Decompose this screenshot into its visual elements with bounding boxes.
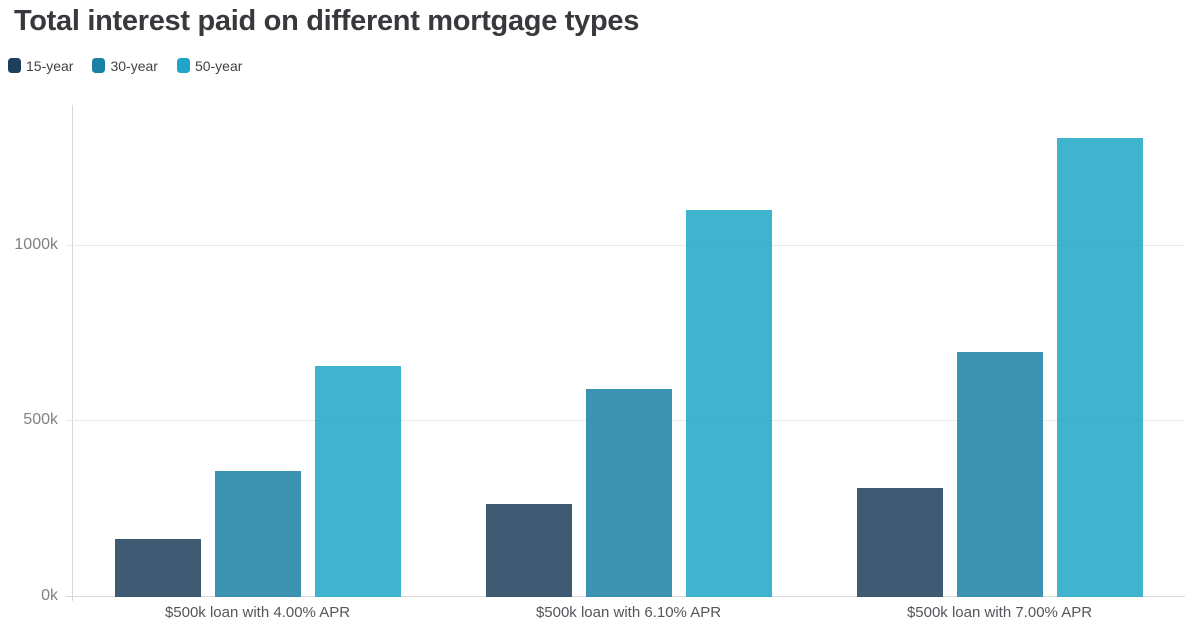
bar-30-year-category-3[interactable]	[956, 352, 1043, 597]
x-category-label-1: $500k loan with 4.00% APR	[164, 604, 351, 621]
y-tick-label: 500k	[23, 411, 58, 428]
bar-15-year-category-2[interactable]	[485, 504, 572, 597]
bar-30-year-category-1[interactable]	[214, 471, 301, 597]
legend: 15-year 30-year 50-year	[8, 58, 242, 73]
legend-label: 30-year	[110, 57, 158, 74]
bar-15-year-category-1[interactable]	[114, 539, 201, 597]
bar-group-3	[814, 105, 1185, 597]
bar-group-2	[443, 105, 814, 597]
bar-50-year-category-1[interactable]	[314, 366, 401, 597]
plot-area: 0k 500k 1000k	[14, 105, 1185, 604]
legend-swatch-icon	[176, 58, 190, 73]
legend-label: 15-year	[26, 57, 74, 74]
legend-item-15-year[interactable]: 15-year	[8, 58, 73, 73]
x-category-label-3: $500k loan with 7.00% APR	[906, 604, 1093, 621]
bar-50-year-category-2[interactable]	[685, 210, 772, 597]
bar-15-year-category-3[interactable]	[856, 488, 943, 597]
y-tick-label: 1000k	[14, 236, 58, 253]
legend-swatch-icon	[92, 58, 106, 73]
gridline-1000k	[66, 245, 1185, 246]
chart-title: Total interest paid on different mortgag…	[14, 5, 640, 37]
legend-item-50-year[interactable]: 50-year	[176, 57, 243, 74]
legend-swatch-icon	[8, 58, 21, 73]
x-axis-labels: $500k loan with 4.00% APR $500k loan with…	[72, 603, 1185, 623]
legend-item-30-year[interactable]: 30-year	[92, 57, 158, 74]
y-tick-label: 0k	[41, 587, 58, 604]
x-category-label-2: $500k loan with 6.10% APR	[535, 604, 722, 621]
bar-30-year-category-2[interactable]	[585, 389, 672, 597]
legend-label: 50-year	[194, 57, 243, 74]
y-axis-line	[72, 105, 73, 601]
bar-group-1	[72, 105, 443, 597]
bar-groups	[72, 105, 1185, 597]
bar-50-year-category-3[interactable]	[1056, 138, 1143, 597]
